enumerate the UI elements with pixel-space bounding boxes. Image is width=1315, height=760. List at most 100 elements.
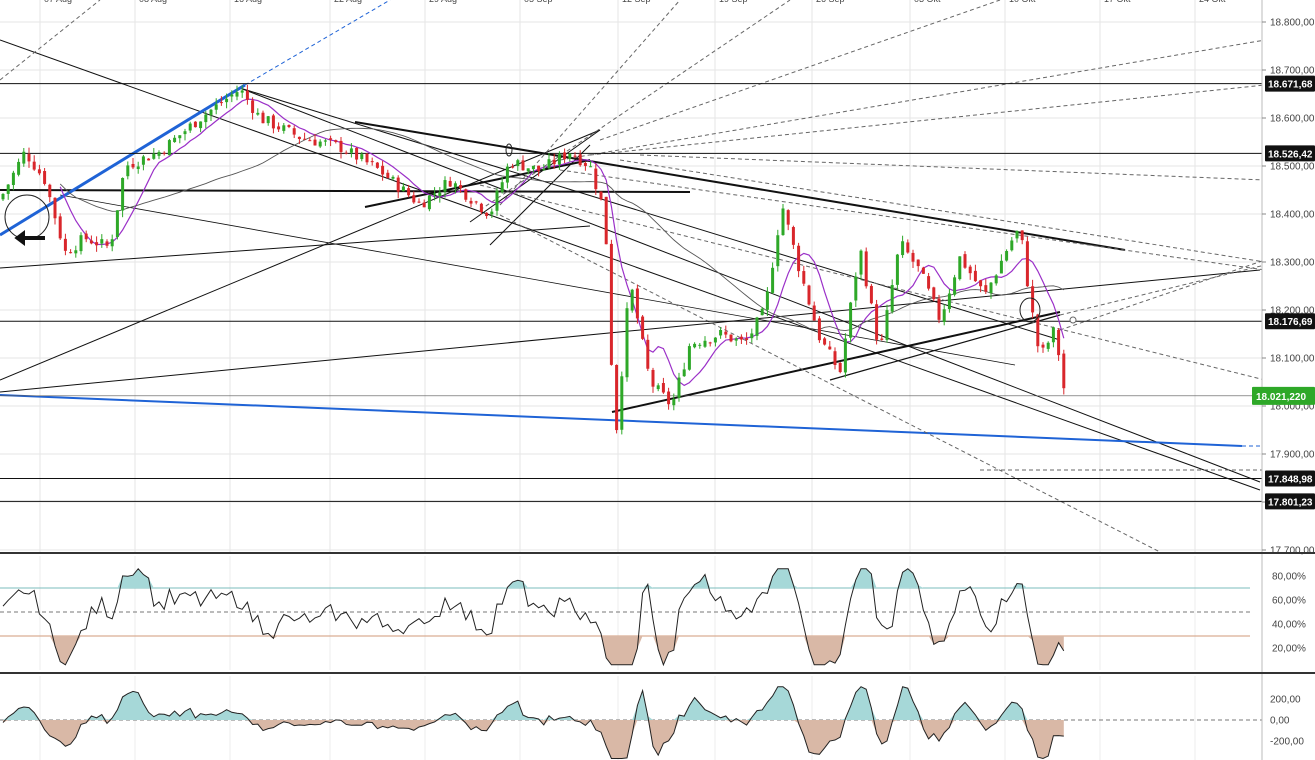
candle-body xyxy=(765,291,769,310)
candle-body xyxy=(303,138,307,140)
candle-body xyxy=(734,338,738,341)
price-tick-label: 18.000,00 xyxy=(1270,402,1315,413)
mom-tick-label: 200,00 xyxy=(1270,695,1301,706)
candle-body xyxy=(136,166,140,170)
candle-body xyxy=(557,153,561,165)
date-tick-label: 07 Aug xyxy=(44,0,72,4)
candle-body xyxy=(297,136,301,140)
candle-body xyxy=(973,270,977,282)
candle-body xyxy=(869,285,873,304)
price-tick-label: 18.100,00 xyxy=(1270,354,1315,365)
candle-body xyxy=(48,184,52,198)
candle-body xyxy=(745,338,749,340)
annotation-point xyxy=(1069,316,1077,324)
candle-body xyxy=(724,331,728,335)
candle-body xyxy=(1025,241,1029,287)
candle-body xyxy=(115,210,119,237)
candle-body xyxy=(245,90,249,100)
slow-moving-average xyxy=(59,127,1065,332)
candle-body xyxy=(849,302,853,338)
candle-body xyxy=(750,333,754,339)
candle-body xyxy=(1,193,5,200)
candle-body xyxy=(401,186,405,192)
candle-body xyxy=(407,188,411,196)
candle-body xyxy=(885,310,889,340)
price-level-tag-label: 17.801,23 xyxy=(1268,497,1313,508)
candle-body xyxy=(890,285,894,312)
date-tick-label: 03 Okt xyxy=(914,0,941,4)
candle-body xyxy=(162,152,166,154)
trendline xyxy=(499,0,681,206)
candle-body xyxy=(193,121,197,128)
candle-body xyxy=(661,383,665,393)
candle-body xyxy=(729,334,733,342)
candle-body xyxy=(131,163,135,168)
candle-body xyxy=(667,391,671,405)
candle-body xyxy=(817,318,821,341)
candle-body xyxy=(1046,342,1050,349)
candle-body xyxy=(911,252,915,262)
date-tick-label: 26 Sep xyxy=(816,0,845,4)
fast-moving-average xyxy=(59,98,1065,387)
candle-body xyxy=(105,241,109,246)
candle-body xyxy=(1051,327,1055,343)
candle-body xyxy=(760,308,764,316)
candle-body xyxy=(448,180,452,187)
candle-body xyxy=(89,240,93,244)
moving-averages xyxy=(59,98,1065,387)
candle-body xyxy=(433,193,437,195)
candle-body xyxy=(620,376,624,430)
candle-body xyxy=(438,192,442,196)
candle-body xyxy=(32,161,36,170)
candle-body xyxy=(641,316,645,339)
trendline xyxy=(499,214,1161,553)
mom-tick-label: -200,00 xyxy=(1270,736,1304,747)
candle-body xyxy=(875,304,879,340)
candle-body xyxy=(95,242,99,246)
candle-body xyxy=(568,153,572,159)
price-level-tags: 18.671,68 18.526,42 18.176,69 17.848,98 17.8… xyxy=(1252,75,1315,510)
candle-body xyxy=(880,338,884,340)
candle-body xyxy=(479,203,483,212)
last-price-tag-label: 18.021,220 xyxy=(1256,392,1306,403)
candle-body xyxy=(58,216,62,239)
candle-body xyxy=(583,162,587,166)
candle-body xyxy=(323,140,327,142)
left-arrow-icon xyxy=(14,230,45,246)
candle-body xyxy=(11,172,15,185)
candle-body xyxy=(427,195,431,210)
candle-body xyxy=(516,160,520,167)
candle-body xyxy=(682,369,686,377)
candle-body xyxy=(807,285,811,305)
candle-body xyxy=(511,166,515,168)
candle-body xyxy=(188,123,192,131)
date-tick-label: 17 Okt xyxy=(1104,0,1131,4)
date-tick-label: 29 Aug xyxy=(429,0,457,4)
candle-body xyxy=(994,275,998,284)
candle-body xyxy=(318,141,322,147)
candle-body xyxy=(771,267,775,293)
price-level-tag-label: 18.176,69 xyxy=(1268,317,1313,328)
candle-body xyxy=(349,148,353,153)
price-tick-label: 18.600,00 xyxy=(1270,114,1315,125)
candle-body xyxy=(687,346,691,370)
candle-body xyxy=(1041,344,1045,348)
candle-body xyxy=(979,280,983,287)
candle-body xyxy=(490,211,494,215)
candle-body xyxy=(672,398,676,406)
candle-body xyxy=(126,165,130,177)
mom-negative-fill xyxy=(3,720,1064,759)
candle-body xyxy=(292,128,296,135)
price-axis-background xyxy=(1262,0,1315,552)
candle-body xyxy=(635,288,639,319)
momentum-line xyxy=(2,686,1064,760)
candle-body xyxy=(251,100,255,113)
osc-tick-label: 40,00% xyxy=(1272,620,1306,631)
candle-body xyxy=(79,235,83,252)
trendline xyxy=(599,0,1001,141)
candle-body xyxy=(365,153,369,163)
candle-body xyxy=(589,166,593,168)
candle-body xyxy=(833,351,837,366)
date-axis: 07 Aug 08 Aug 16 Aug 22 Aug 29 Aug 05 Sep 12 S… xyxy=(44,0,1226,4)
